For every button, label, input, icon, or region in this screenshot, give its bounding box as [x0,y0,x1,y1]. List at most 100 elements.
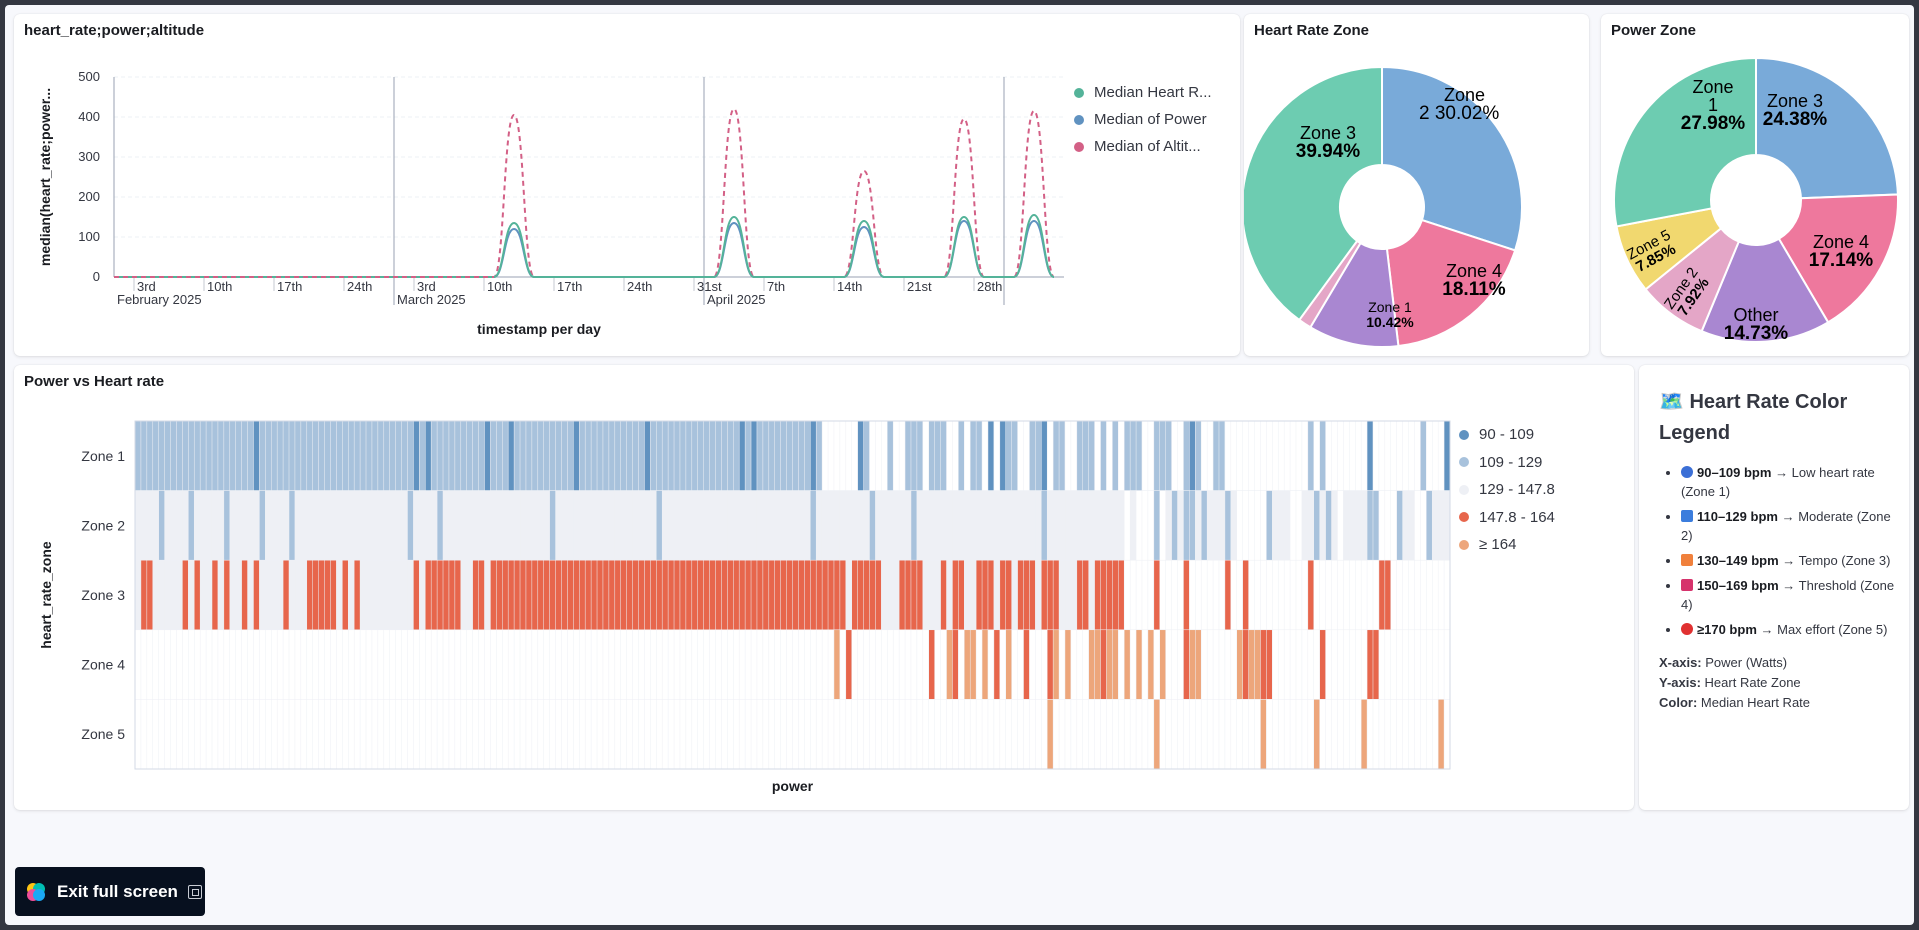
heatmap-cell [999,629,1007,700]
list-item: 110–129 bpm → Moderate (Zone 2) [1681,507,1895,545]
heatmap-cell [1420,699,1427,770]
heatmap-cell [608,559,616,631]
heatmap-cell [810,559,817,631]
range-desc: → Tempo (Zone 3) [1782,553,1891,568]
heart-rate-zone-pie[interactable]: Zone 2 30.02%Zone 3 39.94%Zone 4 18.11%Zone… [1244,14,1589,356]
heatmap-cell [638,490,645,561]
heatmap-cell [786,490,793,561]
heatmap-cell [170,559,177,631]
heatmap-cell [1183,420,1190,491]
heatmap-cell [969,699,977,770]
heatmap-cell [667,699,675,770]
heatmap-cell [1058,559,1066,631]
heatmap-cell [188,699,195,770]
heatmap-cell [1046,490,1054,561]
heatmap-cell [1189,420,1196,491]
heatmap-cell [1171,490,1178,561]
heatmap-cell [1301,559,1309,631]
heatmap-cell [727,420,734,491]
heatmap-cell [276,699,284,770]
heatmap-cell [1248,699,1255,770]
heatmap-cell [916,490,924,561]
heatmap-cell [1289,629,1297,700]
heatmap-cell [928,699,936,770]
heatmap-cell [353,699,361,770]
heatmap-cell [650,629,657,700]
x-axis-title: timestamp per day [477,321,601,337]
legend-item-power[interactable]: Median of Power [1074,106,1212,133]
line-chart[interactable]: 0 100 200 300 400 500 3rd 10th 17th 24th 3rd 10th 17… [14,14,1240,356]
heatmap-cell [419,420,426,491]
heatmap-cell [1070,559,1078,631]
heatmap-cell [1147,559,1155,631]
heatmap-cell [1402,420,1409,491]
heatmap-cell [1195,420,1202,491]
heatmap-cell [656,629,663,700]
heatmap-cell [1402,559,1409,631]
heatmap-cell [768,420,776,491]
heatmap-cell [1266,699,1273,770]
legend-item-range-2[interactable]: 109 - 129 [1459,449,1555,477]
legend-item-range-5[interactable]: ≥ 164 [1459,531,1555,559]
heatmap-cell [424,699,432,770]
heatmap-chart[interactable]: Zone 1 Zone 2 Zone 3 Zone 4 Zone 5 power heart… [14,365,1634,810]
heatmap-cell [549,420,557,491]
heatmap-cell [288,699,296,770]
heatmap-cell [472,490,480,561]
heatmap-cell [1337,490,1344,561]
heatmap-cell [697,699,705,770]
panel-title: Power Zone [1611,22,1697,39]
heatmap-cell [798,420,805,491]
heatmap-cell [507,420,515,491]
heatmap-cell [1118,490,1125,561]
heatmap-cell [608,629,616,700]
heatmap-cell [614,559,622,631]
heatmap-cell [436,559,444,631]
series-line-1 [114,219,1055,279]
legend-item-altitude[interactable]: Median of Altit... [1074,133,1212,160]
heatmap-cell [247,559,254,631]
heatmap-cell [448,490,456,561]
power-zone-pie[interactable]: Zone 1 27.98% Zone 3 24.38% Zone 4 17.14% Other… [1601,14,1909,356]
heatmap-cell [567,699,574,770]
heatmap-cell [519,559,527,631]
heatmap-cell [1070,420,1078,491]
heatmap-cell [1349,490,1356,561]
legend-item-range-3[interactable]: 129 - 147.8 [1459,476,1555,504]
heatmap-cell [614,490,622,561]
heatmap-cell [419,559,426,631]
heatmap-cell [780,699,788,770]
heatmap-cell [519,420,527,491]
heatmap-cell [1319,490,1327,561]
heatmap-cell [1230,699,1238,770]
heatmap-cell [1408,559,1415,631]
heatmap-cell [1011,559,1019,631]
legend-item-range-1[interactable]: 90 - 109 [1459,421,1555,449]
heatmap-cell [768,699,776,770]
slice-percent: 17.14% [1809,250,1874,271]
heatmap-cell [975,559,983,631]
legend-label: Median of Power [1094,111,1207,128]
heatmap-cell [407,420,414,491]
exit-full-screen-button[interactable]: Exit full screen [15,867,205,916]
heatmap-cell [721,420,728,491]
legend-item-range-4[interactable]: 147.8 - 164 [1459,504,1555,532]
heatmap-cell [193,699,201,770]
heatmap-cell [596,559,604,631]
pie-slice [1755,56,1899,200]
heatmap-cell [857,699,865,770]
heatmap-cell [821,629,829,700]
heart-rate-color-legend-panel: 🗺️ Heart Rate Color Legend 90–109 bpm → … [1639,365,1909,810]
heatmap-cell [182,699,189,770]
heatmap-cell [626,699,634,770]
heatmap-cell [762,699,770,770]
heatmap-cell [193,420,201,491]
heatmap-cell [602,490,610,561]
heatmap-cell [780,629,788,700]
legend-item-heart-rate[interactable]: Median Heart R... [1074,79,1212,106]
heatmap-cell [774,420,782,491]
circle-icon [1681,466,1693,478]
heatmap-cell [602,699,610,770]
slice-percent: 2 30.02% [1419,103,1499,124]
heatmap-cell [502,699,509,770]
